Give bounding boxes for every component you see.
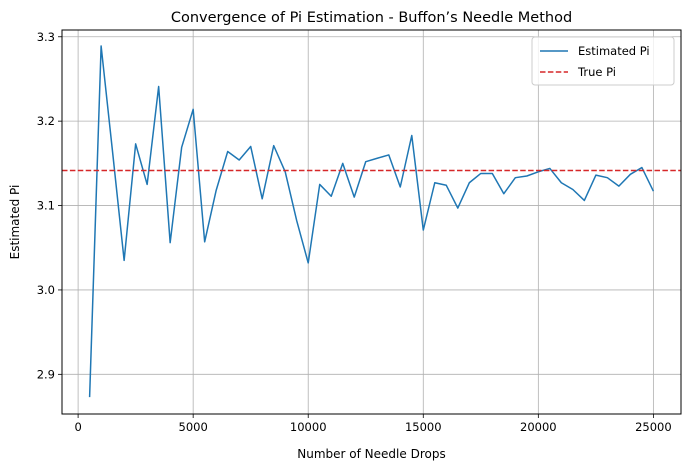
y-tick-label: 3.2 xyxy=(37,114,55,128)
x-tick-label: 20000 xyxy=(520,420,557,434)
legend: Estimated Pi True Pi xyxy=(531,36,675,86)
chart-title: Convergence of Pi Estimation - Buffon’s … xyxy=(171,10,572,26)
x-tick-label: 15000 xyxy=(405,420,442,434)
plot-lines xyxy=(62,45,681,398)
legend-label-true-pi: True Pi xyxy=(577,65,616,79)
y-axis: 2.9 3.0 3.1 3.2 3.3 xyxy=(37,30,62,381)
y-tick-label: 2.9 xyxy=(37,367,55,381)
x-tick-label: 25000 xyxy=(635,420,672,434)
y-tick-label: 3.0 xyxy=(37,283,55,297)
legend-label-estimated-pi: Estimated Pi xyxy=(578,44,650,58)
y-tick-label: 3.1 xyxy=(37,199,55,213)
x-axis: 0 5000 10000 15000 20000 25000 xyxy=(74,414,672,434)
x-tick-label: 10000 xyxy=(290,420,327,434)
y-axis-label: Estimated Pi xyxy=(8,185,22,260)
plot-frame xyxy=(61,29,682,415)
x-tick-label: 0 xyxy=(74,420,81,434)
x-tick-label: 5000 xyxy=(179,420,208,434)
x-axis-label: Number of Needle Drops xyxy=(297,447,445,461)
y-tick-label: 3.3 xyxy=(37,30,55,44)
legend-box xyxy=(531,36,675,86)
series-line-estimated-pi xyxy=(88,45,655,398)
